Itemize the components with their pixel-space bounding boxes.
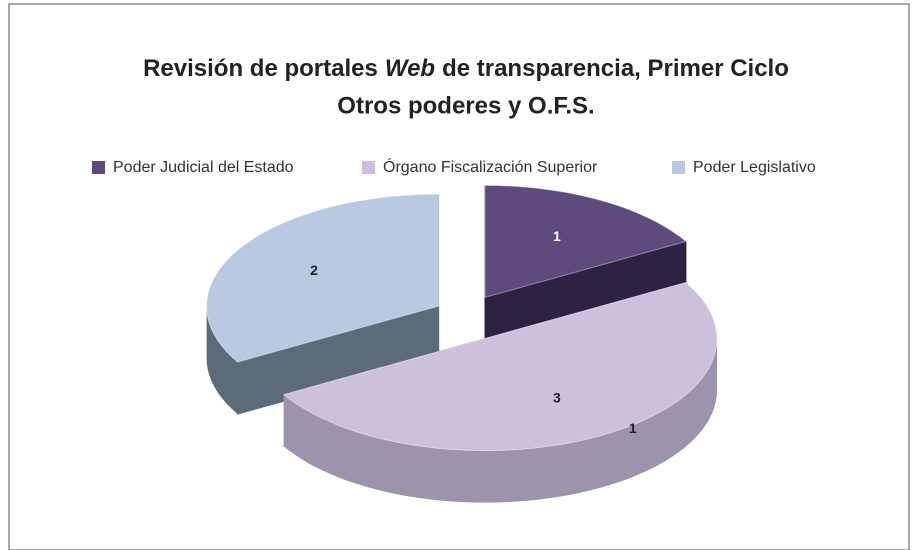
slice-side: [206, 306, 238, 415]
slice: [206, 193, 440, 363]
chart-subtitle: Otros poderes y O.F.S.: [337, 92, 594, 119]
legend-swatch: [362, 161, 375, 174]
title-part: de transparencia, Primer Ciclo: [442, 55, 789, 82]
data-label: 1: [553, 228, 561, 244]
annotation: 1: [629, 420, 637, 436]
data-label: 3: [553, 389, 561, 405]
chart-title: Revisión de portales Web de transparencia,…: [143, 55, 789, 82]
slice-side: [284, 338, 717, 503]
title-part: Web: [385, 55, 435, 82]
title-part: Revisión de portales: [143, 55, 378, 82]
data-label: 2: [310, 262, 318, 278]
legend: Poder Judicial del Estado Órgano Fiscaliz…: [92, 157, 816, 176]
legend-swatch: [92, 161, 105, 174]
pie: 1 3 2 1: [206, 184, 718, 503]
legend-swatch: [672, 161, 685, 174]
slice: [283, 282, 718, 452]
legend-label: Órgano Fiscalización Superior: [383, 157, 598, 176]
legend-label: Poder Judicial del Estado: [113, 159, 294, 176]
legend-label: Poder Legislativo: [693, 159, 816, 176]
slice: [484, 184, 687, 299]
